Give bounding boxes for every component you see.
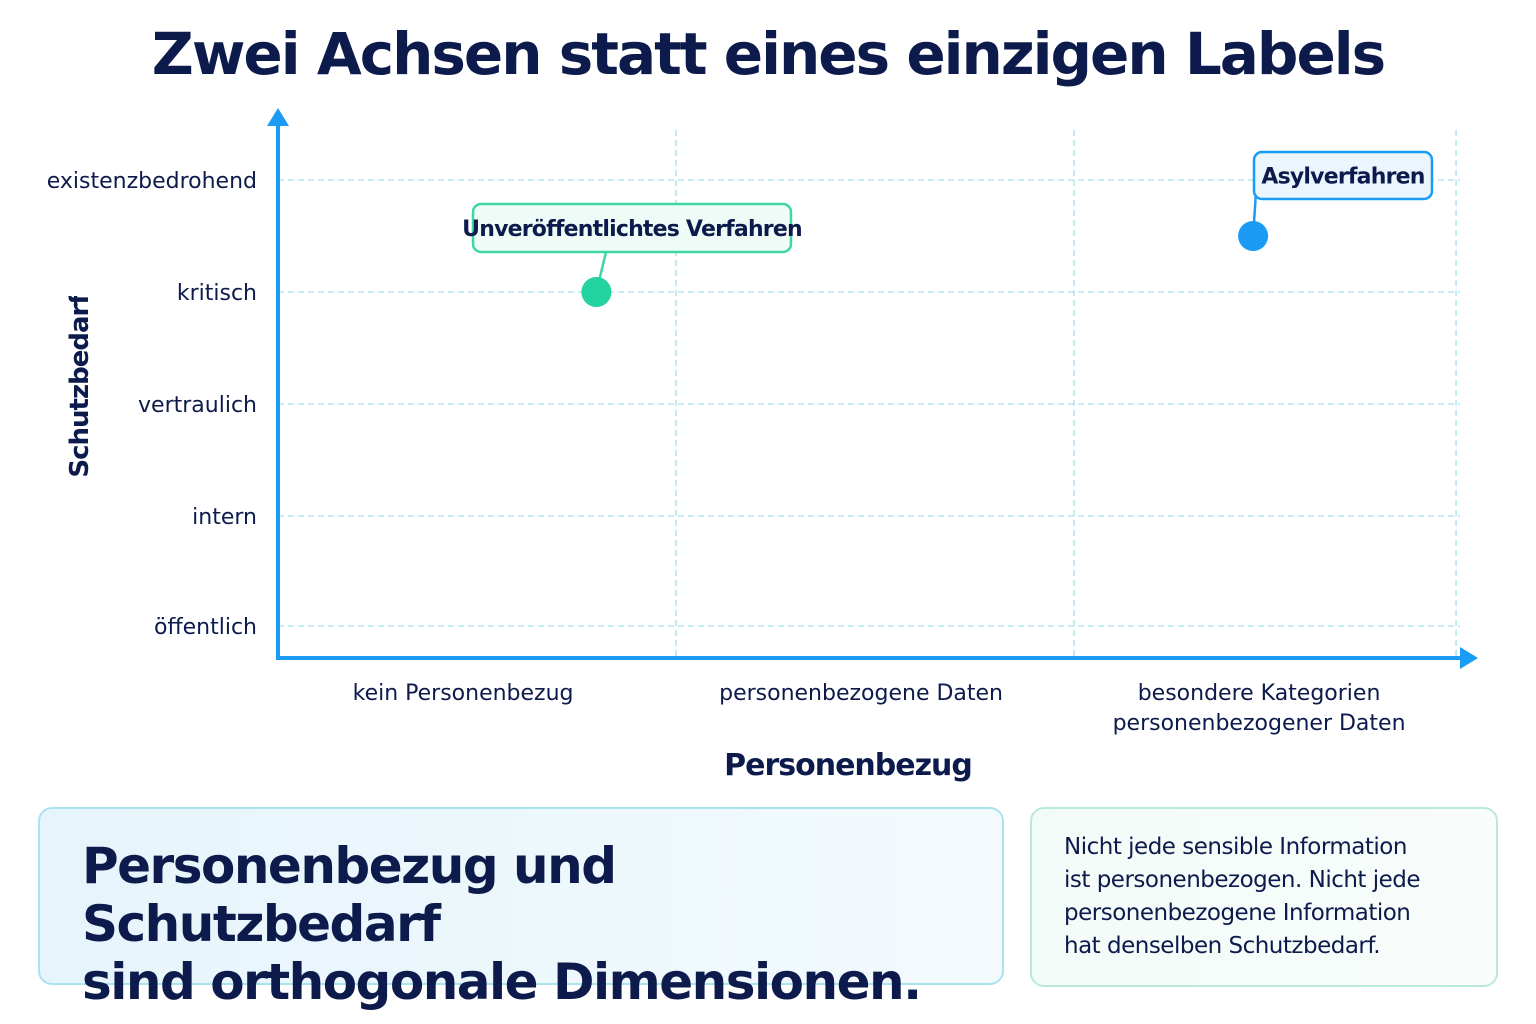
- chart-title: Zwei Achsen statt eines einzigen Labels: [151, 20, 1386, 88]
- data-points: Unveröffentlichtes Verfahren Asylverfahre…: [462, 150, 1434, 307]
- x-tick-label: besondere Kategorien personenbezogener Da…: [1113, 681, 1406, 736]
- data-point: [581, 277, 612, 307]
- summary-headline-line-2: sind orthogonale Dimensionen.: [82, 953, 922, 1011]
- note-line-2: ist personenbezogen. Nicht jede: [1064, 867, 1421, 893]
- data-point-group: Unveröffentlichtes Verfahren: [462, 202, 803, 307]
- data-point-label: Asylverfahren: [1261, 165, 1424, 190]
- summary-headline-line-1: Personenbezug und Schutzbedarf: [82, 837, 617, 953]
- y-tick-label: existenzbedrohend: [47, 169, 257, 194]
- y-tick-label: vertraulich: [138, 393, 257, 418]
- note-card: Nicht jede sensible Information ist pers…: [1030, 807, 1498, 987]
- summary-card: Personenbezug und Schutzbedarf sind orth…: [38, 807, 1004, 1011]
- grid-layer: [278, 130, 1460, 658]
- note-line-3: personenbezogene Information: [1064, 900, 1411, 926]
- y-axis-arrow-icon: [267, 108, 289, 126]
- note-line-4: hat denselben Schutzbedarf.: [1064, 933, 1381, 959]
- y-tick-label: kritisch: [177, 281, 257, 306]
- y-tick-label: öffentlich: [154, 615, 257, 640]
- data-point: [1238, 221, 1269, 251]
- callout-box: [471, 202, 793, 254]
- x-axis-label: Personenbezug: [724, 748, 973, 783]
- x-axis-arrow-icon: [1460, 647, 1478, 669]
- callout-box: [1252, 150, 1434, 201]
- y-tick-label: intern: [192, 505, 257, 530]
- x-tick-label: kein Personenbezug: [353, 681, 574, 706]
- note-line-1: Nicht jede sensible Information: [1064, 834, 1407, 860]
- data-point-group: Asylverfahren: [1238, 150, 1434, 251]
- y-axis-label-wrapper: Schutzbedarf: [65, 296, 95, 476]
- y-axis-label: Schutzbedarf: [65, 296, 95, 476]
- x-tick-label: personenbezogene Daten: [719, 681, 1003, 706]
- data-point-label: Unveröffentlichtes Verfahren: [462, 217, 802, 242]
- x-tick-labels: kein Personenbezug personenbezogene Daten…: [353, 681, 1406, 736]
- y-tick-labels: öffentlich intern vertraulich kritisch exist…: [47, 169, 257, 640]
- axis-layer: [267, 108, 1478, 669]
